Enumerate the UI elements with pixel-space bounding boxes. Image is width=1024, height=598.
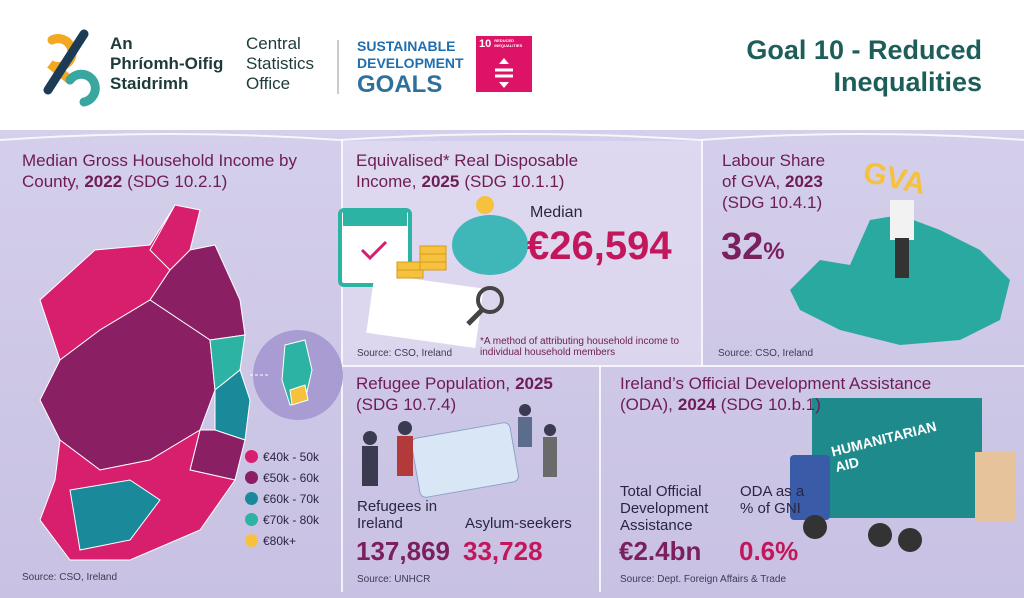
text: Office — [246, 74, 291, 93]
text: Statistics — [246, 54, 315, 73]
value: 0.6% — [739, 536, 799, 566]
legend-swatch — [245, 513, 258, 526]
legend-swatch — [245, 450, 258, 463]
text: Ireland’s Official Development Assistanc… — [620, 374, 932, 414]
goal-icon: 10 REDUCED INEQUALITIES — [479, 38, 524, 50]
legend-item: €40k - 50k — [245, 446, 319, 467]
year: 2025 — [515, 374, 553, 393]
text: Equivalised* Real Disposable Income, — [356, 151, 579, 191]
text: An — [110, 34, 133, 53]
year: 2024 — [677, 395, 716, 414]
sdg-code: (SDG 10.4.1) — [722, 193, 823, 212]
panel-title: Labour Share of GVA, 2023 (SDG 10.4.1) — [722, 150, 832, 213]
legend-swatch — [245, 492, 258, 505]
text: Staidrimh — [110, 74, 189, 93]
legend: €40k - 50k €50k - 60k €60k - 70k €70k - 80k… — [245, 446, 319, 551]
source: Source: CSO, Ireland — [22, 572, 118, 583]
goal-number: 10 — [479, 38, 492, 50]
legend-item: €50k - 60k — [245, 467, 319, 488]
year: 2022 — [84, 172, 123, 191]
text: DEVELOPMENT — [357, 55, 464, 71]
label: Total Official Development Assistance — [620, 483, 709, 534]
panel-title: Ireland’s Official Development Assistanc… — [620, 373, 1000, 415]
year: 2023 — [785, 172, 823, 191]
legend-item: €70k - 80k — [245, 509, 319, 530]
number: 32 — [721, 226, 764, 268]
legend-swatch — [245, 471, 258, 484]
panel-title: Equivalised* Real Disposable Income, 2025… — [356, 150, 656, 192]
panel-title: Median Gross Household Income by County,… — [22, 150, 322, 192]
sdg-logo: SUSTAINABLE DEVELOPMENT GOALS — [357, 38, 464, 98]
year: 2025 — [421, 172, 460, 191]
legend-label: €50k - 60k — [263, 470, 320, 485]
legend-label: €80k+ — [263, 533, 297, 548]
panel-title: Refugee Population, 2025 (SDG 10.7.4) — [356, 373, 596, 415]
value: 137,869 — [356, 536, 450, 566]
text: Central — [246, 34, 301, 53]
sdg-code: (SDG 10.1.1) — [464, 172, 565, 191]
label: Median — [530, 204, 583, 221]
legend-item: €60k - 70k — [245, 488, 319, 509]
label: Asylum-seekers — [465, 515, 572, 532]
unit: % — [763, 238, 785, 265]
value: 32% — [721, 226, 785, 269]
text: Inequalities — [833, 67, 982, 97]
source: Source: UNHCR — [357, 574, 431, 585]
text: Median Gross Household Income by County, — [22, 151, 297, 191]
logo-english: Central Statistics Office — [246, 34, 314, 94]
value: €2.4bn — [619, 536, 702, 566]
legend-item: €80k+ — [245, 530, 319, 551]
logo-irish: An Phríomh-Oifig Staidrimh — [110, 34, 223, 94]
source: Source: CSO, Ireland — [718, 348, 814, 359]
legend-label: €70k - 80k — [263, 512, 320, 527]
sdg-code: (SDG 10.b.1) — [720, 395, 821, 414]
legend-swatch — [245, 534, 258, 547]
text: SUSTAINABLE — [357, 38, 456, 54]
legend-label: €40k - 50k — [263, 449, 320, 464]
label: ODA as a % of GNI — [740, 483, 805, 517]
text: Refugee Population, — [356, 374, 511, 393]
text: GOALS — [357, 71, 443, 98]
text: Labour Share of GVA, — [722, 151, 826, 191]
text: Phríomh-Oifig — [110, 54, 224, 73]
source: Source: Dept. Foreign Affairs & Trade — [620, 574, 787, 585]
sdg-code: (SDG 10.2.1) — [127, 172, 228, 191]
value: 33,728 — [463, 536, 543, 566]
page-title: Goal 10 - Reduced Inequalities — [746, 34, 982, 98]
footnote: *A method of attributing household incom… — [480, 336, 680, 358]
text: Goal 10 - Reduced — [746, 35, 982, 65]
goal-label: REDUCED INEQUALITIES — [494, 38, 523, 48]
source: Source: CSO, Ireland — [357, 348, 453, 359]
sdg-code: (SDG 10.7.4) — [356, 395, 457, 414]
value: €26,594 — [527, 224, 672, 268]
legend-label: €60k - 70k — [263, 491, 320, 506]
label: Refugees in Ireland — [357, 498, 438, 532]
